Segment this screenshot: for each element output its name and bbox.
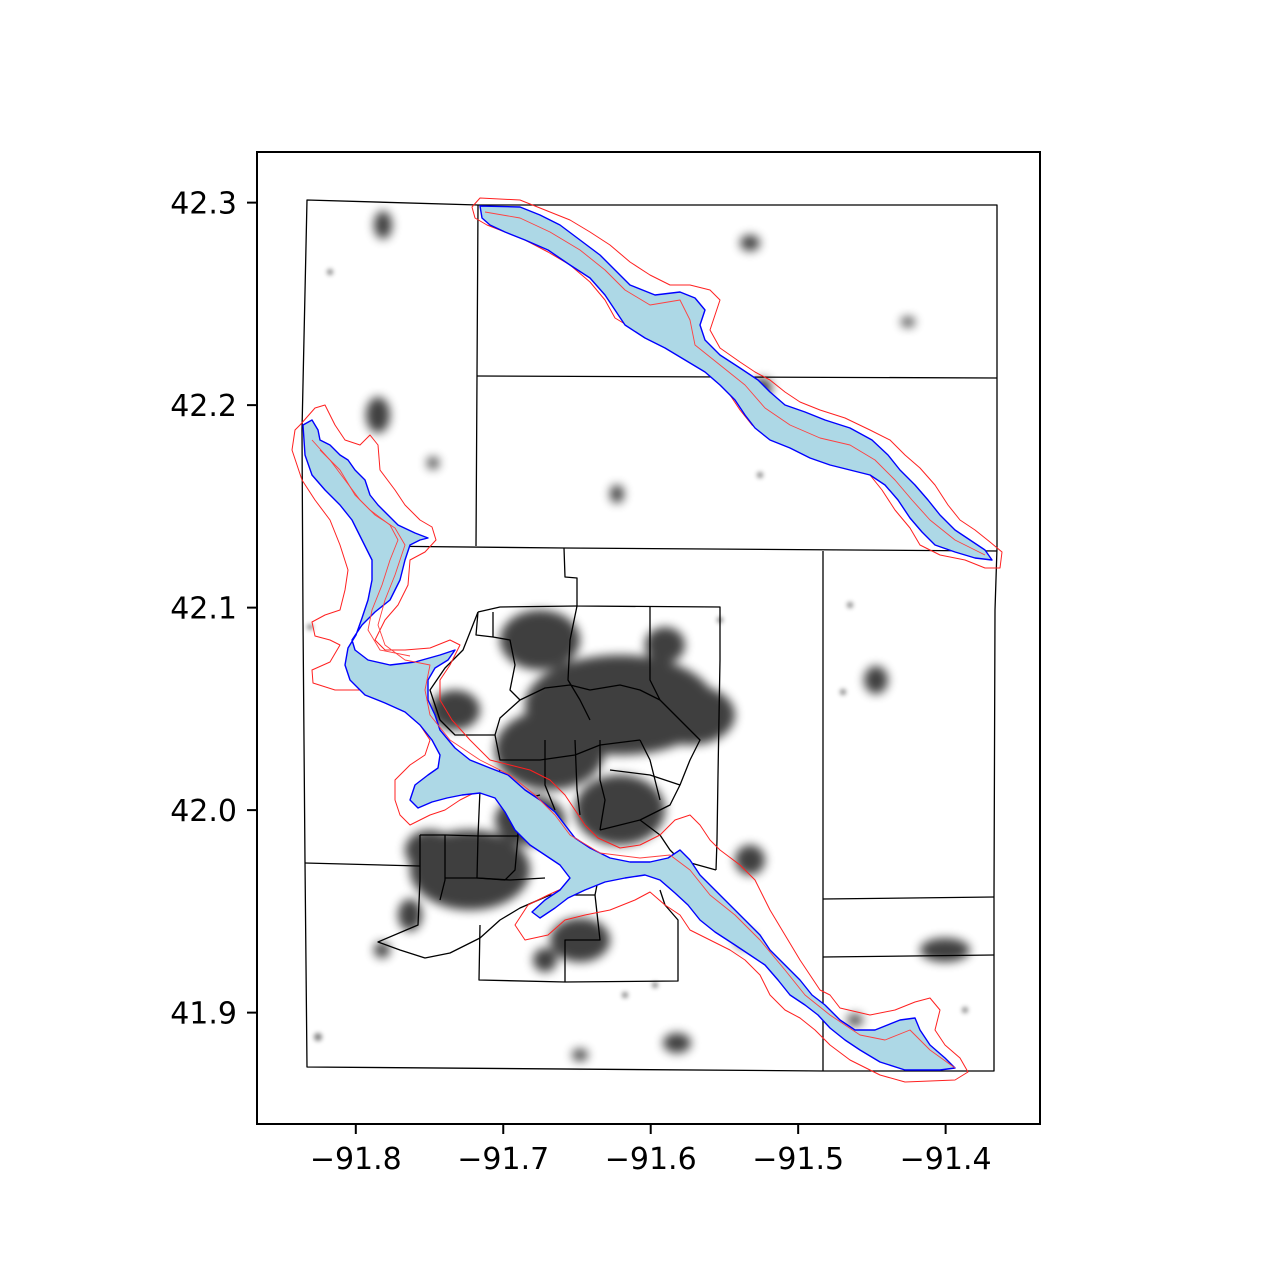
density-blob [572,1049,588,1061]
density-blob [430,690,480,730]
flood-inner-outline [319,449,411,657]
tract-boundary [477,605,578,613]
density-blob [663,1033,691,1053]
density-blob [920,938,970,962]
tract-boundary [494,734,641,761]
density-blob [847,1014,863,1026]
tract-boundary [609,769,681,786]
x-tick-label: −91.5 [752,1142,844,1177]
density-layer [366,211,970,1061]
tract-boundary [439,835,446,901]
tract-boundary [365,545,998,552]
x-tick-label: −91.4 [900,1142,992,1177]
tract-boundary [492,636,521,701]
tract-boundary [544,740,556,811]
density-blob [610,485,624,503]
density-blob [645,685,735,745]
tract-boundary [420,834,518,837]
tract-boundary [564,894,601,982]
density-speckle [307,269,968,1041]
density-blob [495,710,605,790]
density-blob [901,317,915,327]
tract-boundary [429,611,661,736]
x-tick-label: −91.7 [457,1142,549,1177]
density-blob [864,666,888,694]
density-blob [405,830,455,870]
density-blob [533,948,557,972]
density-blob [575,775,665,845]
tract-boundary [567,605,591,721]
tract-boundary [475,611,494,638]
plot-area [291,197,1003,1083]
tract-boundary [304,862,421,867]
flood-extent [302,419,956,1071]
density-blob [427,457,439,469]
county-outer-boundary [301,199,998,1072]
y-tick-label: 42.3 [170,187,237,222]
density-blob [500,610,580,670]
density-blob [398,899,422,931]
tract-boundary [639,739,661,801]
x-axis: −91.8 −91.7 −91.6 −91.5 −91.4 [310,1124,992,1177]
tract-boundary [599,740,606,831]
x-tick-label: −91.8 [310,1142,402,1177]
y-tick-label: 41.9 [170,997,237,1032]
density-blob [735,845,765,875]
tract-boundary [822,954,995,958]
river-floodplain-main [291,404,969,1083]
density-blob [374,211,392,239]
flood-extent [479,205,993,561]
axes-frame [256,151,1041,1125]
tract-boundary [822,896,995,900]
y-axis: 42.3 42.2 42.1 42.0 41.9 [170,187,257,1032]
density-blob [366,397,390,433]
density-blob [374,942,390,958]
y-tick-label: 42.1 [170,592,237,627]
tract-boundary [377,835,601,959]
flood-center-line [484,211,986,556]
x-tick-label: −91.6 [605,1142,697,1177]
density-blob [645,627,685,663]
flood-center-line [311,439,956,1069]
tract-boundary [445,877,546,881]
tract-boundary [563,547,721,871]
tract-boundary [599,607,701,831]
y-tick-label: 42.2 [170,389,237,424]
tract-boundary [574,739,581,816]
density-blob [740,235,760,251]
river-floodplain-northeast [471,197,1003,569]
y-tick-label: 42.0 [170,794,237,829]
